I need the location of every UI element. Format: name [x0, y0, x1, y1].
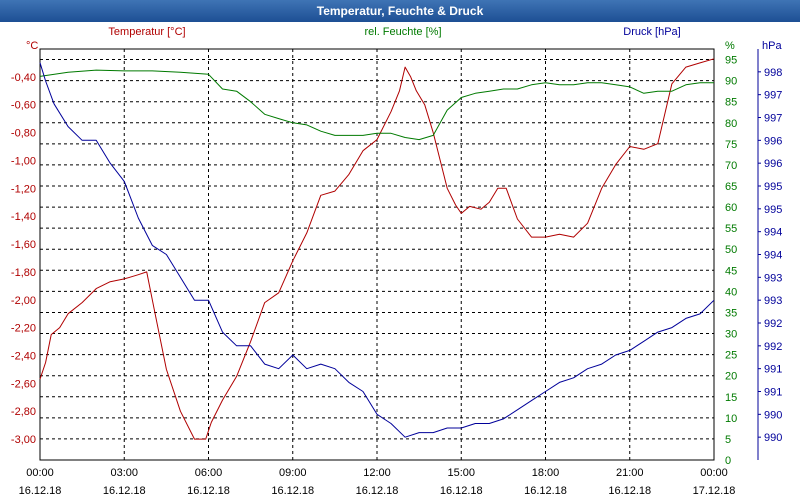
pressure-tick-label: 994: [764, 227, 782, 239]
x-tick-date: 16.12.18: [271, 485, 314, 497]
pressure-tick-label: 991: [764, 387, 782, 399]
humidity-tick-label: 25: [725, 350, 737, 362]
humidity-series-line: [39, 69, 714, 141]
humidity-tick-label: 50: [725, 244, 737, 256]
x-tick-time: 00:00: [26, 467, 54, 479]
pressure-tick-label: 990: [764, 409, 782, 421]
pressure-axis-label: Druck [hPa]: [623, 26, 680, 38]
x-tick-date: 16.12.18: [524, 485, 567, 497]
pressure-tick-label: 990: [764, 432, 782, 444]
temperature-axis-ticks: -0,40 -0,60 -0,80 -1,00 -1,20 -1,40 -1,60 -1,80…: [11, 72, 36, 446]
chart-background: [0, 22, 800, 500]
humidity-tick-label: 75: [725, 139, 737, 151]
temperature-tick-label: -1,80: [11, 267, 36, 279]
temperature-tick-label: -0,80: [11, 128, 36, 140]
window-title: Temperatur, Feuchte & Druck: [0, 0, 800, 22]
temperature-series-line: [39, 58, 715, 440]
x-tick-date: 16.12.18: [608, 485, 651, 497]
humidity-axis-unit: %: [725, 40, 735, 52]
humidity-tick-label: 0: [725, 455, 731, 467]
temperature-tick-label: -2,60: [11, 378, 36, 390]
humidity-tick-label: 45: [725, 265, 737, 277]
x-tick-time: 12:00: [363, 467, 391, 479]
humidity-tick-label: 80: [725, 118, 737, 130]
temperature-tick-label: -1,40: [11, 211, 36, 223]
x-tick-date: 16.12.18: [356, 485, 399, 497]
pressure-tick-label: 995: [764, 181, 782, 193]
pressure-tick-label: 993: [764, 272, 782, 284]
humidity-tick-label: 40: [725, 286, 737, 298]
humidity-tick-label: 70: [725, 160, 737, 172]
pressure-tick-label: 995: [764, 204, 782, 216]
x-tick-date: 16.12.18: [187, 485, 230, 497]
temperature-tick-label: -2,20: [11, 323, 36, 335]
humidity-tick-label: 30: [725, 329, 737, 341]
series-lines: [39, 58, 715, 440]
x-tick-time: 18:00: [532, 467, 560, 479]
temperature-tick-label: -1,20: [11, 183, 36, 195]
temperature-tick-label: -3,00: [11, 434, 36, 446]
temperature-axis-label: Temperatur [°C]: [108, 26, 185, 38]
humidity-tick-label: 95: [725, 55, 737, 67]
temperature-tick-label: -1,60: [11, 239, 36, 251]
pressure-tick-label: 993: [764, 295, 782, 307]
temperature-tick-label: -2,40: [11, 351, 36, 363]
humidity-tick-label: 90: [725, 76, 737, 88]
temperature-axis-unit: °C: [26, 40, 38, 52]
pressure-tick-label: 997: [764, 113, 782, 125]
pressure-tick-label: 998: [764, 67, 782, 79]
plot-border: [39, 48, 715, 461]
x-axis-ticks: 00:00 16.12.18 03:00 16.12.18 06:00 16.12.18 0…: [19, 467, 736, 497]
x-tick-time: 03:00: [110, 467, 138, 479]
pressure-tick-label: 992: [764, 318, 782, 330]
x-tick-date: 16.12.18: [440, 485, 483, 497]
pressure-tick-label: 991: [764, 364, 782, 376]
x-tick-time: 09:00: [279, 467, 307, 479]
pressure-tick-label: 997: [764, 90, 782, 102]
humidity-tick-label: 65: [725, 181, 737, 193]
chart: °C Temperatur [°C] rel. Feuchte [%] % Dr…: [0, 22, 800, 500]
pressure-tick-label: 996: [764, 135, 782, 147]
humidity-tick-label: 55: [725, 223, 737, 235]
grid: [40, 49, 714, 460]
temperature-tick-label: -2,00: [11, 295, 36, 307]
temperature-tick-label: -0,60: [11, 100, 36, 112]
x-tick-date: 16.12.18: [19, 485, 62, 497]
temperature-tick-label: -0,40: [11, 72, 36, 84]
humidity-tick-label: 20: [725, 371, 737, 383]
temperature-tick-label: -2,80: [11, 406, 36, 418]
pressure-series-line: [39, 62, 715, 438]
x-tick-date: 17.12.18: [693, 485, 736, 497]
humidity-tick-label: 60: [725, 202, 737, 214]
humidity-tick-label: 15: [725, 392, 737, 404]
humidity-tick-label: 85: [725, 97, 737, 109]
humidity-tick-label: 35: [725, 307, 737, 319]
pressure-tick-label: 996: [764, 158, 782, 170]
x-tick-time: 15:00: [447, 467, 475, 479]
x-tick-time: 00:00: [700, 467, 728, 479]
x-tick-time: 06:00: [195, 467, 223, 479]
humidity-tick-label: 5: [725, 434, 731, 446]
x-tick-date: 16.12.18: [103, 485, 146, 497]
pressure-tick-label: 994: [764, 250, 782, 262]
humidity-axis-label: rel. Feuchte [%]: [364, 26, 441, 38]
pressure-axis-unit: hPa: [762, 40, 782, 52]
humidity-tick-label: 10: [725, 413, 737, 425]
temperature-tick-label: -1,00: [11, 155, 36, 167]
x-tick-time: 21:00: [616, 467, 644, 479]
pressure-axis-ticks: 998 997 997 996 996 995 995 994 994 993 993 992 992 9…: [758, 67, 782, 444]
pressure-tick-label: 992: [764, 341, 782, 353]
